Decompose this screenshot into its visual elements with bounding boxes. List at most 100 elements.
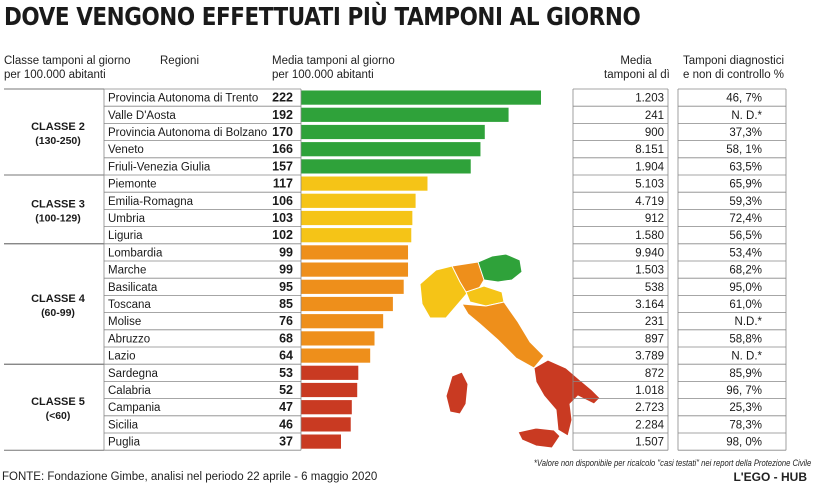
bar [301,348,371,363]
class-name: CLASSE 4 [31,293,86,305]
media-value: 1.507 [635,437,664,449]
map-north-west [419,265,471,319]
media-value: 1.018 [635,385,664,397]
region-label: Basilicata [108,282,158,294]
class-name: CLASSE 5 [31,396,85,408]
diagnostici-value: N. D.* [731,110,762,122]
class-range: (<60) [46,410,71,422]
bar-value-label: 68 [279,331,293,345]
bar-value-label: 52 [279,383,293,397]
bar [301,434,341,449]
bar [301,90,541,105]
bar [301,210,413,226]
diagnostici-value: N.D.* [735,316,763,328]
media-value: 1.203 [635,93,664,105]
bar [301,400,352,415]
bar [301,382,358,398]
region-label: Valle D'Aosta [108,110,176,122]
region-label: Campania [108,402,161,414]
media-value: 1.503 [635,265,664,277]
diagnostici-value: N. D.* [731,351,762,363]
header-regioni: Regioni [160,55,199,67]
diagnostici-value: 46, 7% [726,93,762,105]
bar [301,262,409,277]
diagnostici-value: 63,5% [729,161,762,173]
bar [301,124,485,140]
region-label: Toscana [108,299,151,311]
class-name: CLASSE 2 [31,121,85,133]
brand-credit: L'EGO - HUB [733,470,807,484]
region-label: Sicilia [108,419,139,431]
region-label: Emilia-Romagna [108,196,194,208]
media-value: 3.789 [635,351,664,363]
bar-value-label: 53 [279,366,293,380]
media-value: 3.164 [635,299,664,311]
bar-value-label: 95 [279,280,293,294]
bar [301,107,509,122]
bar [301,296,393,312]
diagnostici-value: 61,0% [729,299,762,311]
region-label: Lazio [108,351,136,363]
region-label: Provincia Autonoma di Trento [108,93,258,105]
region-label: Marche [108,265,146,277]
page-title: DOVE VENGONO EFFETTUATI PIÙ TAMPONI AL G… [4,2,641,31]
media-value: 5.103 [635,179,664,191]
header-diagnostici-line1: Tamponi diagnostici [683,55,785,67]
region-label: Calabria [108,385,151,397]
map-south [533,359,601,437]
bar-value-label: 99 [279,245,293,259]
header-diagnostici: Tamponi diagnostici e non di controllo % [683,54,784,82]
bar [301,159,471,174]
header-diagnostici-line2: e non di controllo % [683,69,785,81]
bar-value-label: 170 [272,125,293,139]
media-value: 1.904 [635,161,664,173]
media-value: 8.151 [635,144,664,156]
header-classe-line1: Classe tamponi al giorno [4,55,131,67]
bar-value-label: 76 [279,314,293,328]
region-label: Provincia Autonoma di Bolzano [108,127,267,139]
diagnostici-value: 78,3% [729,419,762,431]
media-value: 2.284 [635,419,664,431]
bar-value-label: 46 [279,417,293,431]
header-media100k-line1: Media tamponi al giorno [272,55,395,67]
region-label: Umbria [108,213,146,225]
bar [301,142,481,157]
region-label: Abruzzo [108,333,150,345]
diagnostici-value: 95,0% [729,282,762,294]
bar-value-label: 103 [272,211,293,225]
bar [301,228,412,243]
bar-value-label: 166 [272,142,293,156]
bar-value-label: 47 [279,400,293,414]
media-value: 897 [645,333,664,345]
bar [301,365,359,380]
diagnostici-value: 65,9% [729,179,762,191]
bar [301,193,416,208]
bar [301,417,351,432]
bar-value-label: 192 [272,108,293,122]
bar-value-label: 157 [272,159,293,173]
footnote: *Valore non disponibile per ricalcolo "c… [533,458,811,468]
class-range: (60-99) [41,307,75,319]
rows-layer: CLASSE 2 (130-250) Provincia Autonoma di T… [4,88,787,451]
diagnostici-value: 96, 7% [726,385,762,397]
diagnostici-value: 25,3% [729,402,762,414]
media-value: 872 [645,368,664,380]
bar-value-label: 102 [272,228,293,242]
header-media: Media tamponi al dì [604,54,670,82]
header-media-line1: Media [620,55,652,67]
media-value: 231 [645,316,664,328]
media-value: 2.723 [635,402,664,414]
map-sardegna [445,371,469,415]
bar-value-label: 64 [279,349,293,363]
region-label: Liguria [108,230,143,242]
diagnostici-value: 98, 0% [726,437,762,449]
region-label: Piemonte [108,179,157,191]
diagnostici-value: 68,2% [729,265,762,277]
region-label: Puglia [108,437,141,449]
bar-value-label: 85 [279,297,293,311]
diagnostici-value: 72,4% [729,213,762,225]
bar [301,314,384,329]
region-label: Lombardia [108,247,163,259]
media-value: 9.940 [635,247,664,259]
bar-value-label: 106 [272,194,293,208]
